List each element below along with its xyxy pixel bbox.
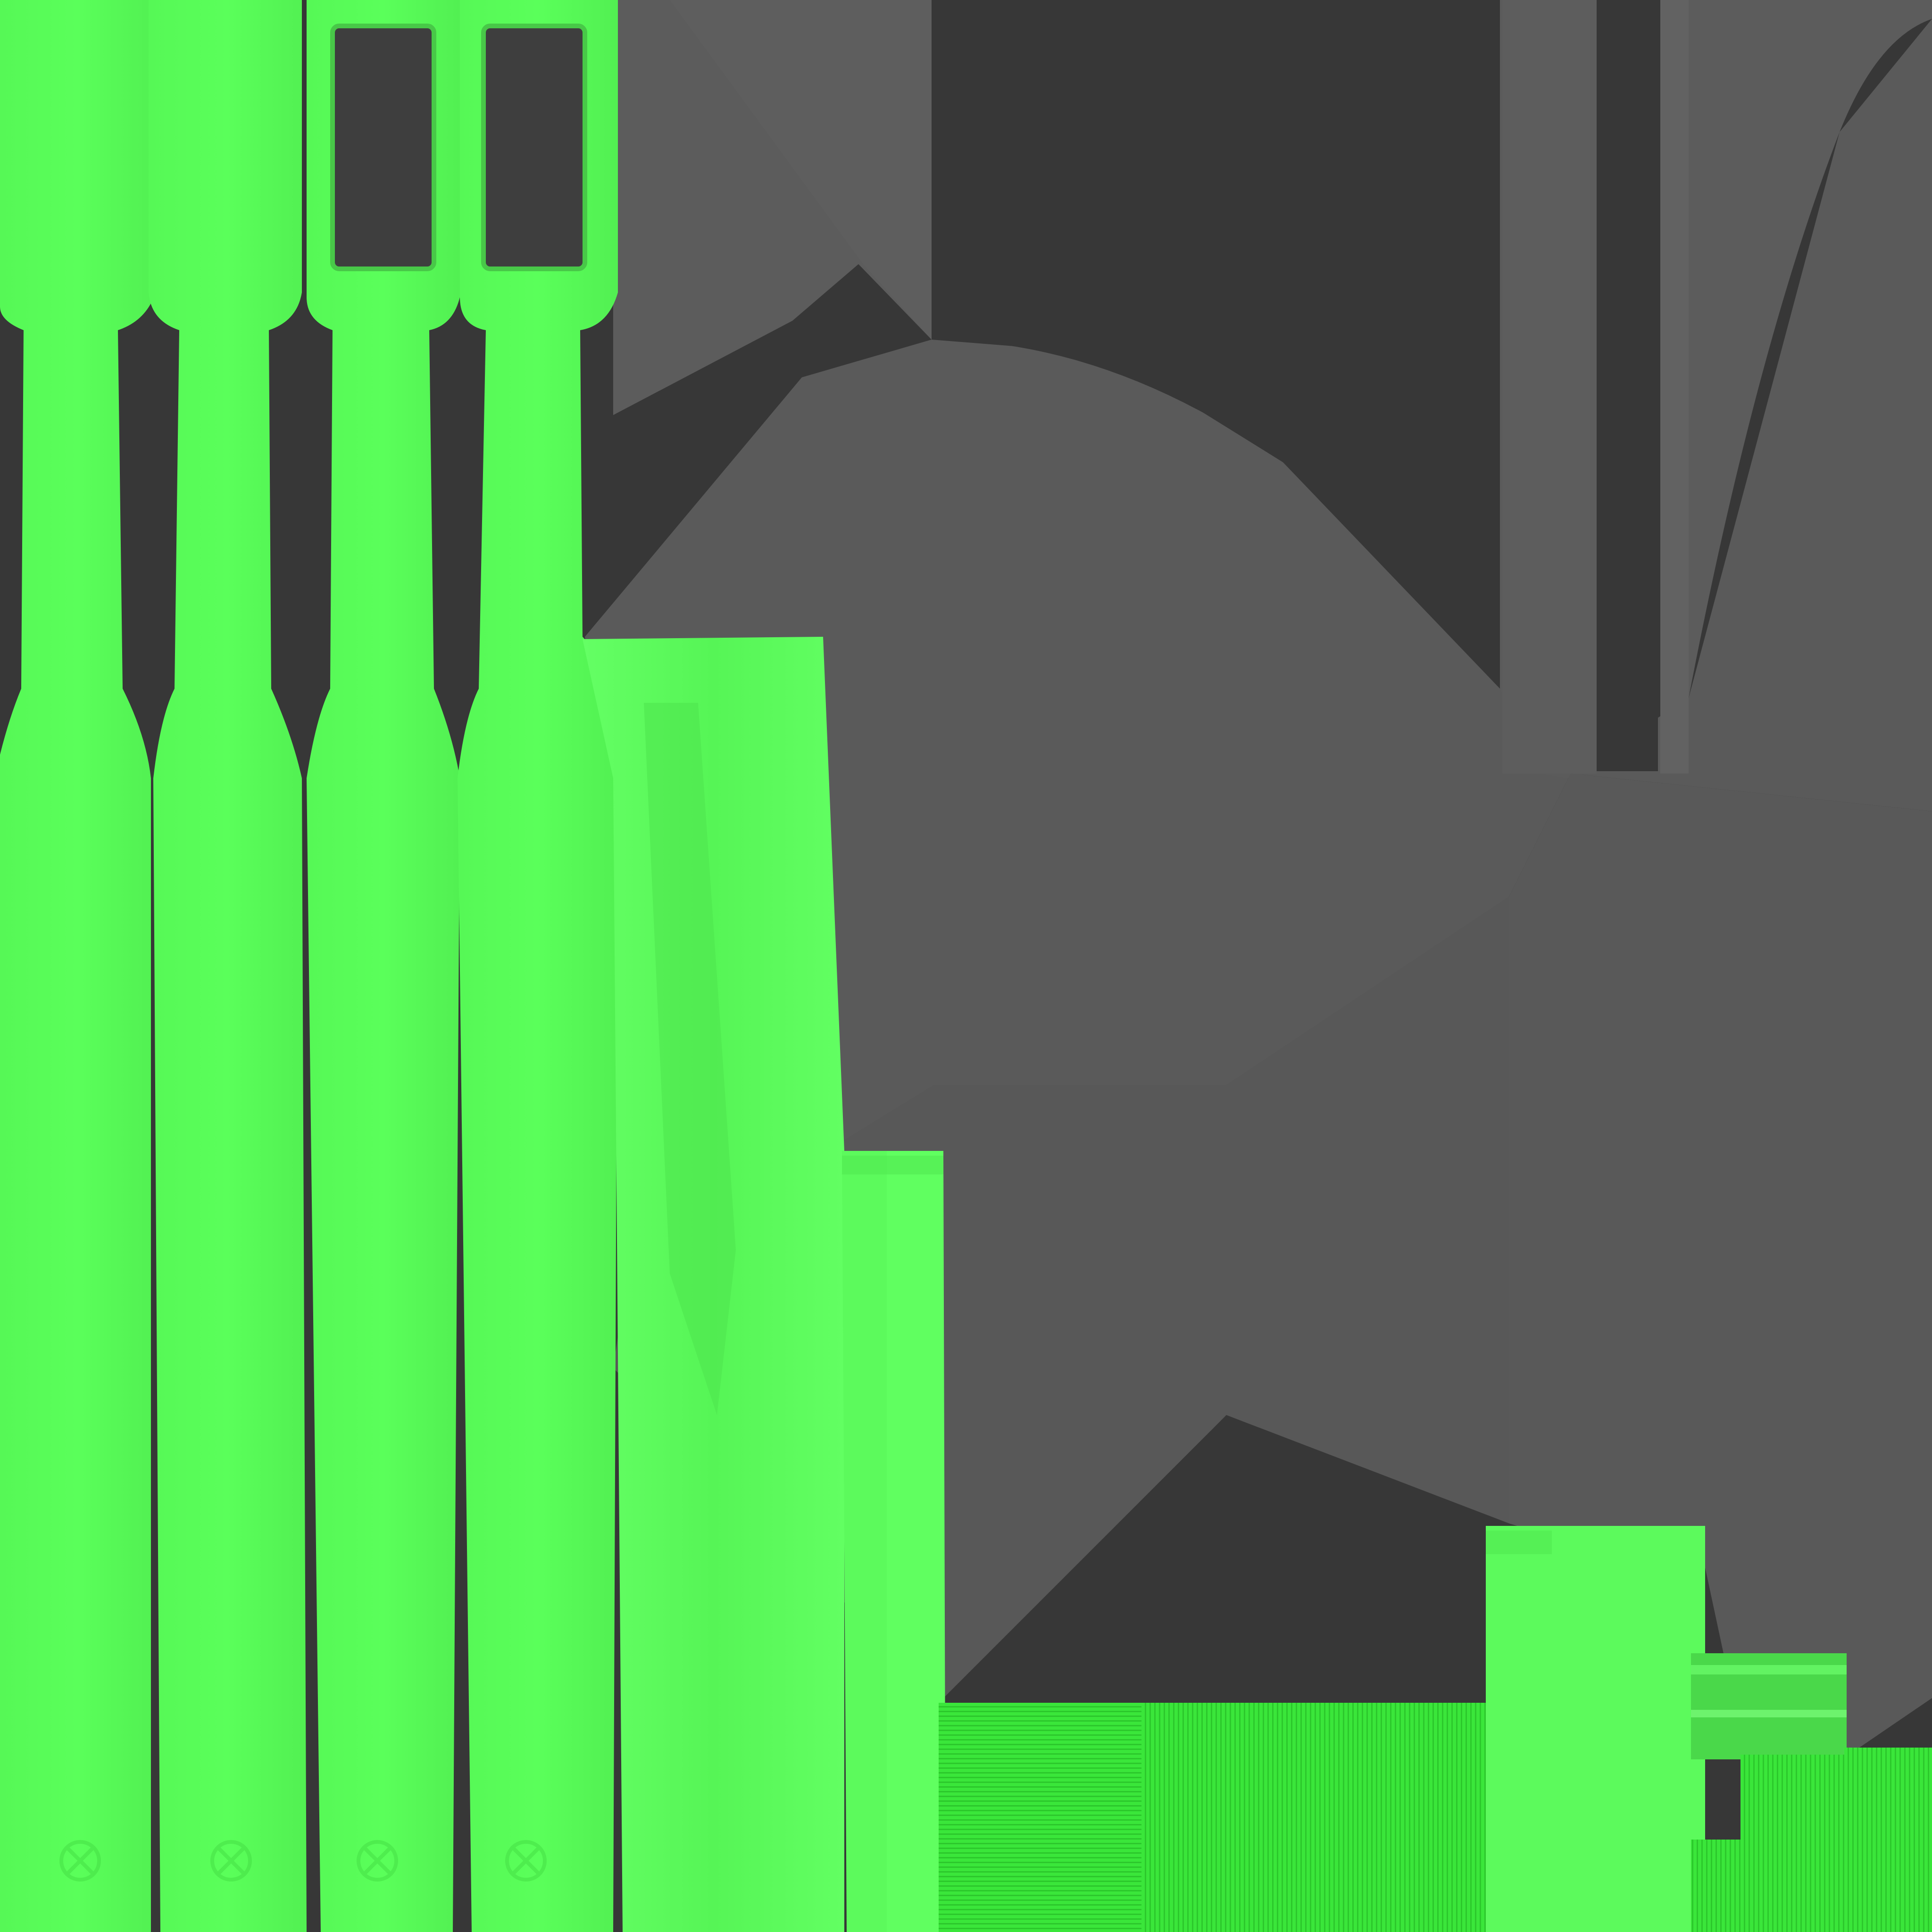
bristle-slot-1	[330, 24, 436, 271]
logo-mark-2	[210, 1840, 252, 1882]
dark-column	[1597, 0, 1658, 771]
small-block-3	[1691, 1840, 1932, 1932]
rib-strip-2	[1040, 1703, 1141, 1932]
brush-handle-3	[307, 0, 460, 1932]
rib-strip-5	[1318, 1703, 1408, 1932]
gray-side-column	[1502, 0, 1597, 774]
brush-handle-2	[149, 0, 307, 1932]
short-strip-top-band	[842, 1156, 943, 1174]
gray-fan-top	[670, 0, 932, 340]
lower-right-pieces	[1486, 1526, 1932, 1932]
cap-strip	[1486, 1526, 1705, 1932]
tall-strip-shadow	[644, 703, 736, 1415]
rib-strip-3	[1141, 1703, 1229, 1932]
gray-wedge-right	[1571, 19, 1932, 811]
short-strip-2	[887, 1151, 946, 1932]
ribbed-strips	[939, 1703, 1500, 1932]
gray-lower-right	[1509, 774, 1932, 1755]
brush-handle-4	[458, 0, 618, 1932]
side-strips	[583, 637, 946, 1932]
toothbrush-handles	[0, 0, 618, 1932]
bristle-slot-2	[481, 24, 587, 271]
brush-handle-1	[0, 0, 156, 1932]
logo-mark-3	[357, 1840, 398, 1882]
rib-strip-1	[939, 1703, 1040, 1932]
ring-piece-band-2	[1691, 1710, 1847, 1717]
dark-triangle-bottom	[943, 1415, 1486, 1707]
dark-triangle-top	[932, 0, 1500, 689]
rib-strip-6	[1408, 1703, 1500, 1932]
cap-strip-band	[1486, 1531, 1552, 1554]
small-block-1	[1740, 1755, 1844, 1840]
gray-curved-panel	[1689, 0, 1932, 698]
logo-mark-1	[59, 1840, 101, 1882]
gray-narrow-column	[1660, 0, 1689, 774]
short-strip-1	[842, 1151, 887, 1932]
rib-strip-4	[1229, 1703, 1318, 1932]
gray-diagonal-band	[1226, 896, 1509, 1524]
ring-piece-band-1	[1691, 1665, 1847, 1674]
logo-mark-4	[505, 1840, 547, 1882]
small-block-2	[1844, 1748, 1932, 1840]
